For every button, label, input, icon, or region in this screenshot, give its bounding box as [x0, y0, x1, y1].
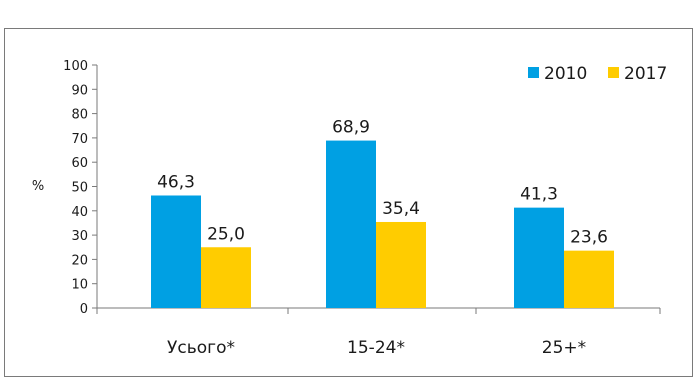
legend: 2010 2017: [528, 64, 667, 84]
data-label: 41,3: [520, 185, 558, 205]
x-category-label: 25+*: [542, 338, 586, 358]
bar-2010-2: [514, 207, 564, 308]
y-tick-label: 70: [71, 132, 88, 147]
y-tick-label: 30: [71, 229, 88, 244]
y-tick-label: 90: [71, 83, 88, 98]
y-tick-label: 100: [63, 59, 88, 74]
legend-label: 2010: [544, 64, 587, 84]
bar-2017-2: [564, 250, 614, 308]
bar-2010-1: [326, 140, 376, 308]
data-label: 23,6: [570, 228, 608, 248]
x-category-label: Усього*: [167, 338, 235, 358]
data-label: 68,9: [332, 118, 370, 138]
data-label: 46,3: [157, 172, 195, 192]
bar-2017-1: [376, 221, 426, 308]
y-tick-label: 20: [71, 253, 88, 268]
data-label: 25,0: [207, 224, 245, 244]
y-tick-label: 40: [71, 205, 88, 220]
y-tick-label: 10: [71, 278, 88, 293]
y-tick-label: 60: [71, 156, 88, 171]
y-axis: 0 10 20 30 40 50 60 70 80 90 100: [63, 59, 98, 317]
legend-swatch: [608, 67, 619, 78]
y-tick-label: 0: [80, 302, 88, 317]
legend-swatch: [528, 67, 539, 78]
data-label: 35,4: [382, 199, 420, 219]
x-category-label: 15-24*: [347, 338, 405, 358]
y-tick-label: 80: [71, 108, 88, 123]
y-axis-label: %: [32, 179, 44, 194]
y-tick-label: 50: [71, 181, 88, 196]
bar-2017-0: [201, 247, 251, 308]
legend-label: 2017: [624, 64, 667, 84]
bars: 46,3 68,9 41,3 25,0 35,4 23,6: [151, 118, 614, 308]
bar-2010-0: [151, 195, 201, 308]
